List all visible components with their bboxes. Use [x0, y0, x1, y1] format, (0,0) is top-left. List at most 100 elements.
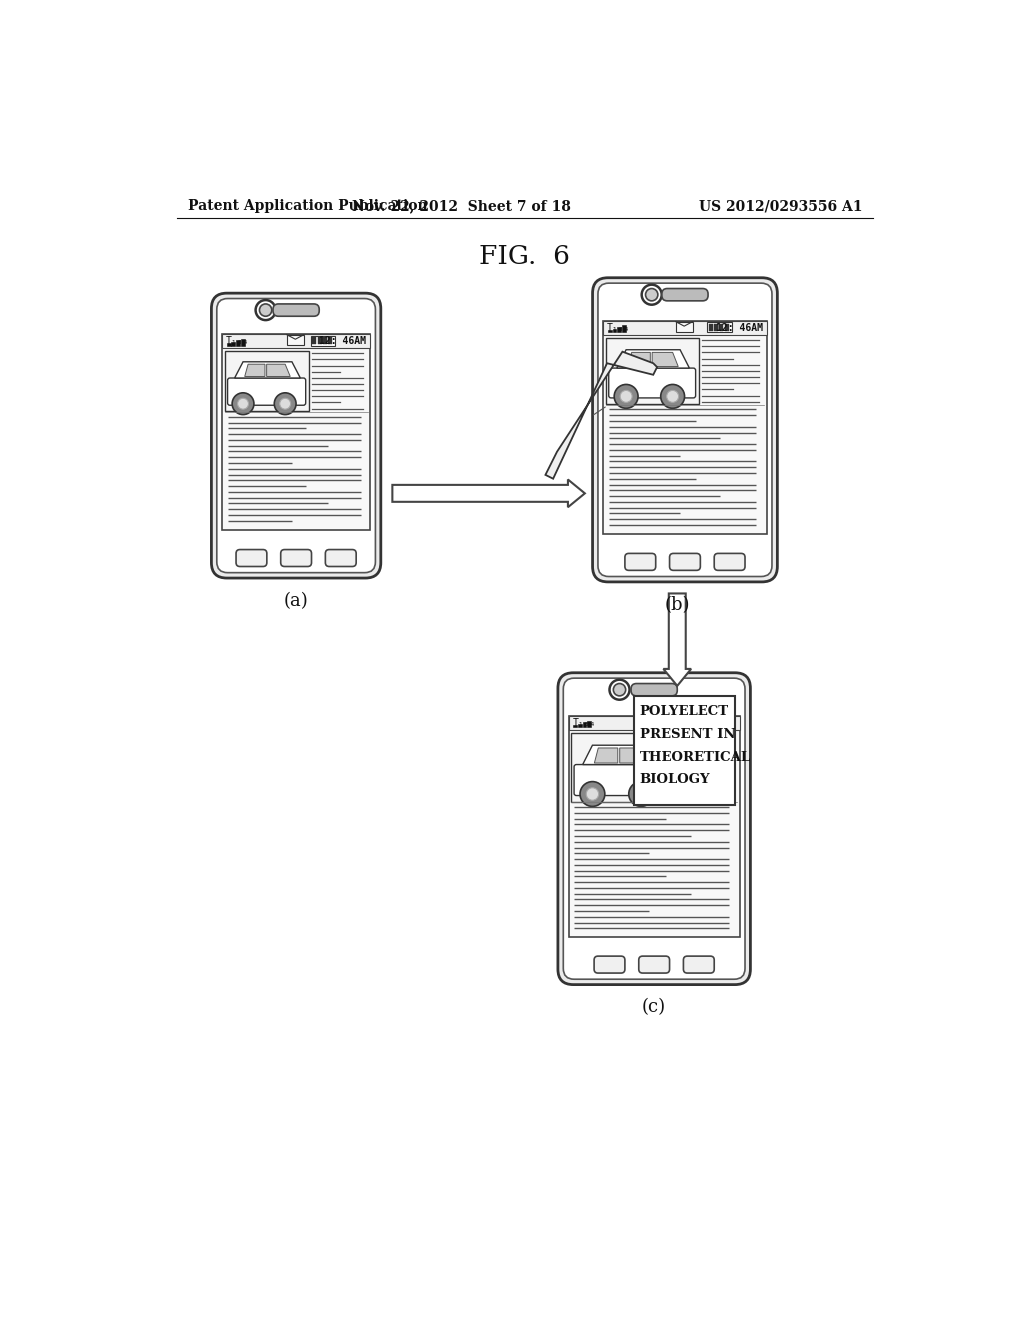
Circle shape [580, 781, 605, 807]
Bar [568, 715, 739, 730]
Text: Patent Application Publication: Patent Application Publication [188, 199, 428, 213]
Polygon shape [266, 364, 290, 376]
Bar [725, 323, 729, 331]
Polygon shape [628, 352, 650, 367]
Bar [698, 719, 701, 726]
FancyBboxPatch shape [558, 673, 751, 985]
FancyBboxPatch shape [631, 684, 677, 696]
Circle shape [635, 788, 647, 800]
FancyBboxPatch shape [563, 678, 745, 979]
Bar [603, 321, 767, 335]
Bar [709, 323, 713, 331]
Circle shape [256, 300, 275, 321]
Text: T₁₃₄: T₁₃₄ [572, 718, 596, 727]
Circle shape [667, 391, 679, 403]
Circle shape [274, 393, 296, 414]
Bar [312, 337, 316, 345]
Text: BIOLOGY: BIOLOGY [640, 774, 711, 787]
Bar [680, 718, 705, 727]
Circle shape [613, 684, 626, 696]
Bar [573, 725, 578, 727]
Bar [682, 719, 686, 726]
Circle shape [629, 781, 653, 807]
FancyBboxPatch shape [211, 293, 381, 578]
FancyBboxPatch shape [237, 549, 267, 566]
Polygon shape [392, 479, 585, 507]
Text: 12: 46AM: 12: 46AM [716, 323, 763, 333]
Bar [605, 338, 698, 404]
Bar [224, 351, 309, 412]
Polygon shape [234, 362, 300, 378]
Text: T₁₃₄: T₁₃₄ [226, 335, 250, 346]
Circle shape [609, 680, 630, 700]
Bar [287, 335, 304, 345]
Bar [231, 342, 236, 346]
Circle shape [614, 384, 638, 408]
Bar [622, 326, 626, 333]
FancyBboxPatch shape [625, 553, 655, 570]
FancyBboxPatch shape [670, 553, 700, 570]
FancyBboxPatch shape [593, 277, 777, 582]
Bar [241, 339, 245, 346]
Bar [676, 322, 692, 331]
Bar [237, 341, 240, 346]
Text: (a): (a) [284, 591, 308, 610]
Bar [222, 334, 370, 531]
FancyBboxPatch shape [574, 764, 666, 796]
Bar [612, 329, 616, 333]
Polygon shape [664, 594, 691, 686]
FancyBboxPatch shape [281, 549, 311, 566]
Bar [720, 323, 724, 331]
Bar [578, 723, 582, 727]
Text: PRESENT IN: PRESENT IN [640, 727, 735, 741]
Text: POLYELECT: POLYELECT [640, 705, 729, 718]
Text: (c): (c) [642, 998, 667, 1016]
Bar [226, 343, 230, 346]
Bar [714, 323, 718, 331]
Bar [222, 334, 370, 348]
Bar [323, 337, 327, 345]
Bar [617, 327, 621, 333]
Polygon shape [594, 748, 617, 763]
Bar [583, 722, 587, 727]
Text: T₁₃₄: T₁₃₄ [607, 323, 631, 333]
Bar [568, 715, 739, 937]
Bar [603, 321, 767, 535]
Bar [708, 322, 732, 333]
Polygon shape [620, 748, 647, 763]
Text: Nov. 22, 2012  Sheet 7 of 18: Nov. 22, 2012 Sheet 7 of 18 [352, 199, 571, 213]
FancyBboxPatch shape [326, 549, 356, 566]
Polygon shape [652, 352, 678, 367]
Polygon shape [583, 746, 658, 764]
FancyBboxPatch shape [594, 956, 625, 973]
Circle shape [259, 304, 271, 317]
Bar [310, 335, 336, 346]
FancyBboxPatch shape [217, 298, 376, 573]
Circle shape [660, 384, 685, 408]
FancyBboxPatch shape [608, 368, 695, 397]
Polygon shape [245, 364, 265, 376]
FancyBboxPatch shape [714, 553, 745, 570]
Bar [587, 721, 591, 727]
Circle shape [621, 391, 632, 403]
Circle shape [586, 788, 599, 800]
Circle shape [232, 393, 254, 414]
FancyBboxPatch shape [598, 284, 772, 577]
Text: (b): (b) [665, 595, 690, 614]
Bar [687, 719, 691, 726]
Bar [634, 696, 734, 805]
Bar [645, 717, 662, 726]
Polygon shape [616, 350, 689, 368]
Bar [571, 733, 669, 801]
Bar [317, 337, 322, 345]
FancyBboxPatch shape [639, 956, 670, 973]
Text: THEORETICAL: THEORETICAL [640, 751, 751, 763]
Bar [329, 337, 333, 345]
Text: FIG.  6: FIG. 6 [479, 244, 570, 269]
Text: 12: 46AM: 12: 46AM [689, 718, 736, 727]
Circle shape [645, 289, 657, 301]
Circle shape [238, 399, 249, 409]
Bar [692, 719, 696, 726]
Text: 12: 46AM: 12: 46AM [319, 335, 367, 346]
Circle shape [280, 399, 291, 409]
